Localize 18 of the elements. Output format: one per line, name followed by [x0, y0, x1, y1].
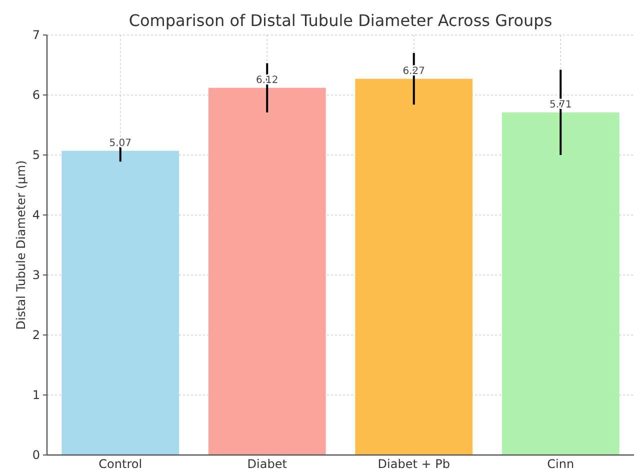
y-tick-label: 3 [32, 268, 40, 282]
bar [355, 78, 473, 455]
y-tick-label: 2 [32, 328, 40, 342]
y-axis-title: Distal Tubule Diameter (µm) [14, 160, 28, 330]
y-tick-label: 4 [32, 208, 40, 222]
x-tick-label: Cinn [547, 457, 574, 470]
y-tick-label: 0 [32, 448, 40, 462]
bar [208, 88, 326, 455]
x-tick-label: Diabet [247, 457, 288, 470]
y-tick-label: 7 [32, 28, 40, 42]
y-tick-label: 5 [32, 148, 40, 162]
x-tick-label: Diabet + Pb [378, 457, 450, 470]
bar [502, 112, 620, 455]
y-tick-label: 1 [32, 388, 40, 402]
y-tick-label: 6 [32, 88, 40, 102]
x-tick-label: Control [98, 457, 142, 470]
chart-title: Comparison of Distal Tubule Diameter Across Groups [128, 11, 552, 30]
bar [62, 150, 180, 455]
